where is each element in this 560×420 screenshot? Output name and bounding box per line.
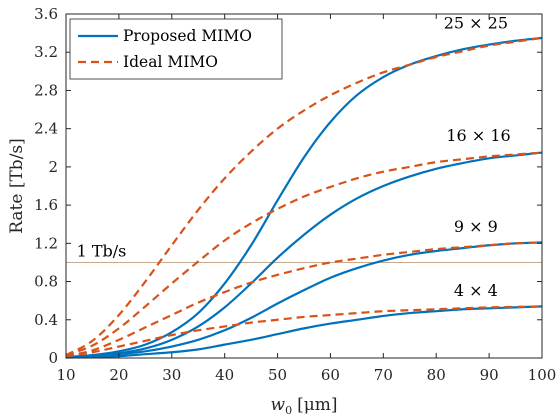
plot-frame bbox=[65, 13, 543, 359]
x-tick-label: 40 bbox=[215, 366, 234, 384]
y-tick-label: 3.2 bbox=[34, 43, 58, 61]
y-tick-label: 2.4 bbox=[34, 120, 58, 138]
series-line-proposed-4x4 bbox=[65, 305, 543, 359]
y-tick-label: 2 bbox=[48, 158, 58, 176]
y-axis-title: Rate [Tb/s] bbox=[7, 138, 27, 234]
threshold-label: 1 Tb/s bbox=[77, 241, 127, 260]
y-tick-label: 1.2 bbox=[34, 234, 58, 252]
x-axis-title-sub: 0 bbox=[285, 404, 292, 417]
y-tick-label: 2.8 bbox=[34, 81, 58, 99]
series-line-ideal-9x9 bbox=[65, 241, 543, 358]
x-tick-label: 20 bbox=[109, 366, 128, 384]
x-tick-label: 50 bbox=[268, 366, 287, 384]
x-tick-label: 30 bbox=[162, 366, 181, 384]
y-tick-label: 0.8 bbox=[34, 273, 58, 291]
x-axis-title-unit: [μm] bbox=[297, 395, 337, 415]
x-tick-label: 10 bbox=[56, 366, 75, 384]
x-tick-label: 80 bbox=[427, 366, 446, 384]
y-tick-label: 1.6 bbox=[34, 196, 58, 214]
series-line-ideal-4x4 bbox=[65, 305, 543, 358]
annotation-label: 25 × 25 bbox=[444, 13, 508, 32]
y-tick-label: 0 bbox=[48, 349, 58, 367]
series-layer bbox=[65, 36, 543, 359]
series-line-proposed-16x16 bbox=[65, 151, 543, 359]
x-tick-label: 60 bbox=[321, 366, 340, 384]
y-tick-label: 0.4 bbox=[34, 311, 58, 329]
y-tick-label: 3.6 bbox=[34, 5, 58, 23]
legend-label-proposed: Proposed MIMO bbox=[123, 27, 252, 45]
group-annotations: 25 × 25 16 × 16 9 × 9 4 × 4 bbox=[444, 13, 511, 300]
legend-label-ideal: Ideal MIMO bbox=[123, 53, 218, 71]
x-axis-title-base: w bbox=[271, 395, 286, 415]
x-tick-label: 100 bbox=[528, 366, 557, 384]
series-line-ideal-16x16 bbox=[65, 151, 543, 357]
x-tick-label: 70 bbox=[374, 366, 393, 384]
annotation-label: 9 × 9 bbox=[454, 217, 498, 236]
annotation-label: 16 × 16 bbox=[446, 126, 510, 145]
annotation-label: 4 × 4 bbox=[454, 281, 498, 300]
y-ticks: 0 0.4 0.8 1.2 1.6 2 2.4 2.8 3.2 3.6 bbox=[34, 5, 542, 367]
x-tick-label: 90 bbox=[480, 366, 499, 384]
x-axis-title: w0 [μm] bbox=[271, 395, 338, 417]
series-line-proposed-25x25 bbox=[65, 36, 543, 359]
series-line-proposed-9x9 bbox=[65, 241, 543, 359]
legend: Proposed MIMO Ideal MIMO bbox=[69, 18, 283, 80]
series-line-ideal-25x25 bbox=[65, 36, 543, 357]
legend-box bbox=[69, 18, 283, 80]
x-ticks: 10 20 30 40 50 60 70 80 90 100 bbox=[56, 14, 556, 384]
